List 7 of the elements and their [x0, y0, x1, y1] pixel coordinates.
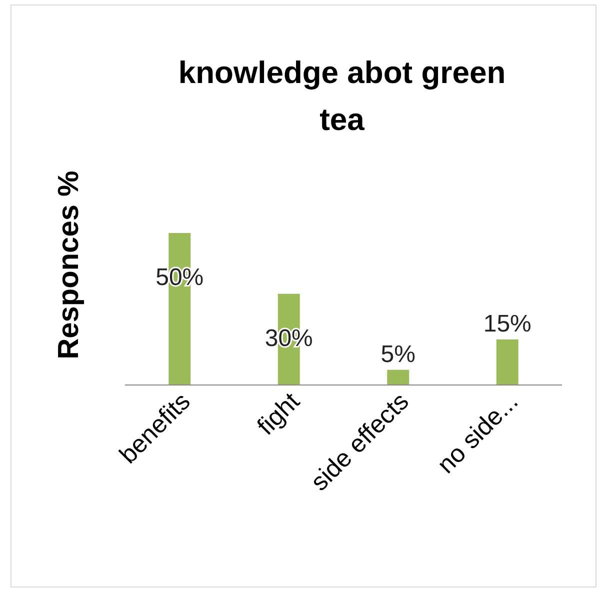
- bar: [496, 339, 518, 385]
- x-tick-label: fight: [252, 387, 306, 441]
- data-label: 15%: [483, 310, 532, 338]
- y-axis-title: Responces %: [53, 170, 85, 360]
- data-label: 5%: [380, 340, 416, 368]
- bar: [387, 370, 410, 385]
- chart-title: knowledge abot green tea: [178, 55, 506, 137]
